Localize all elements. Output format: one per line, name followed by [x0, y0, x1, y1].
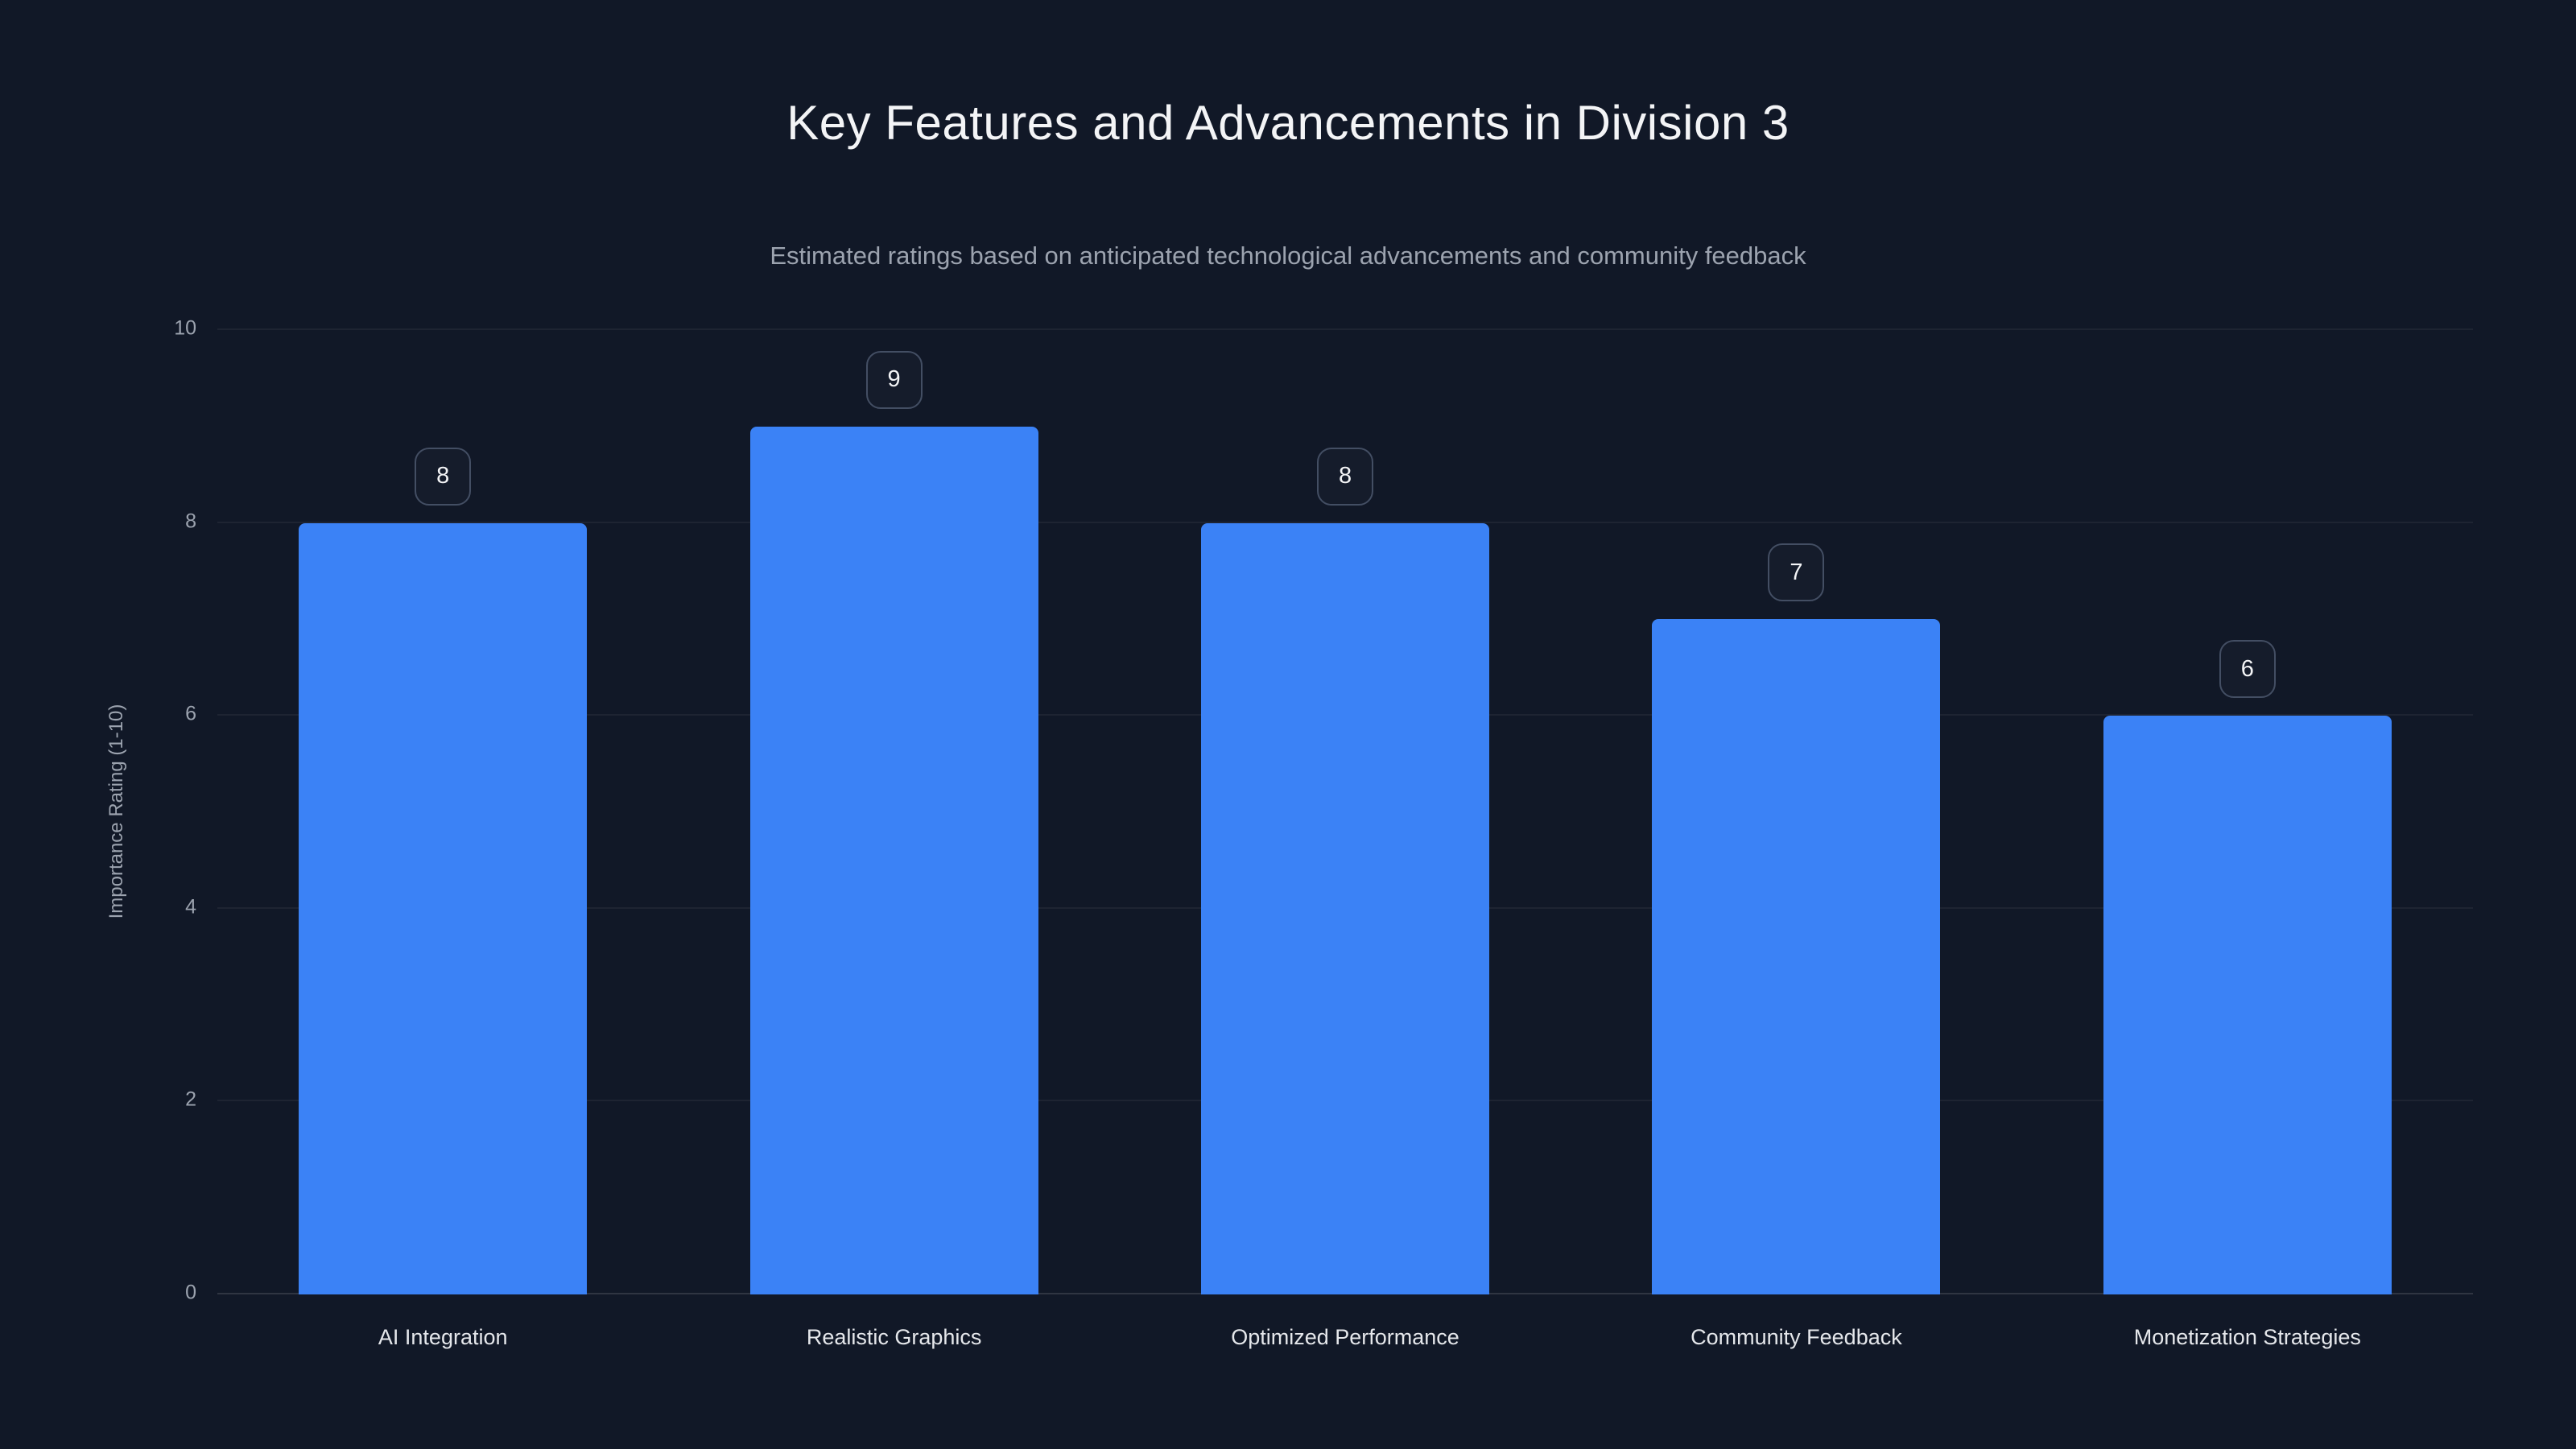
value-badge: 8: [1317, 447, 1374, 506]
y-tick-label-10: 10: [174, 316, 196, 340]
category-label: Optimized Performance: [1231, 1325, 1459, 1349]
bar-group: 9 Realistic Graphics: [668, 330, 1119, 1349]
bars-layer: 8 AI Integration 9 Realistic Graphics 8 Optim…: [217, 330, 2473, 1349]
value-badge: 9: [865, 350, 923, 409]
bar-monetization-strategies: [2103, 716, 2392, 1294]
bar-group: 8 AI Integration: [217, 330, 668, 1349]
bar-group: 8 Optimized Performance: [1120, 330, 1571, 1349]
value-badge: 7: [1768, 543, 1825, 602]
gridline-y-8: 8: [185, 510, 2473, 532]
y-tick-label-2: 2: [185, 1088, 196, 1111]
category-label: Realistic Graphics: [806, 1325, 982, 1349]
bar-group: 6 Monetization Strategies: [2022, 330, 2473, 1349]
y-tick-label-6: 6: [185, 702, 196, 725]
bar-community-feedback: [1652, 619, 1941, 1294]
chart-subtitle: Estimated ratings based on anticipated t…: [770, 242, 1806, 270]
bar-optimized-performance: [1201, 522, 1490, 1294]
y-tick-label-4: 4: [185, 895, 196, 919]
value-badge: 6: [2219, 640, 2276, 699]
gridline-y-10: 10: [174, 317, 2473, 340]
y-tick-label-8: 8: [185, 510, 196, 533]
value-badge: 8: [415, 447, 472, 506]
y-tick-label-0: 0: [185, 1281, 196, 1304]
chart-title: Key Features and Advancements in Divisio…: [786, 96, 1790, 150]
bar-group: 7 Community Feedback: [1571, 330, 2021, 1349]
category-label: AI Integration: [378, 1325, 508, 1349]
y-axis-title: Importance Rating (1-10): [105, 704, 127, 919]
bar-realistic-graphics: [749, 426, 1038, 1294]
category-label: Monetization Strategies: [2133, 1325, 2361, 1349]
bar-ai-integration: [299, 522, 588, 1294]
category-label: Community Feedback: [1690, 1325, 1902, 1349]
plot-area: 0 2 4 6 8 10 8 AI Integration 9 Realistic Graphi…: [174, 317, 2473, 1349]
